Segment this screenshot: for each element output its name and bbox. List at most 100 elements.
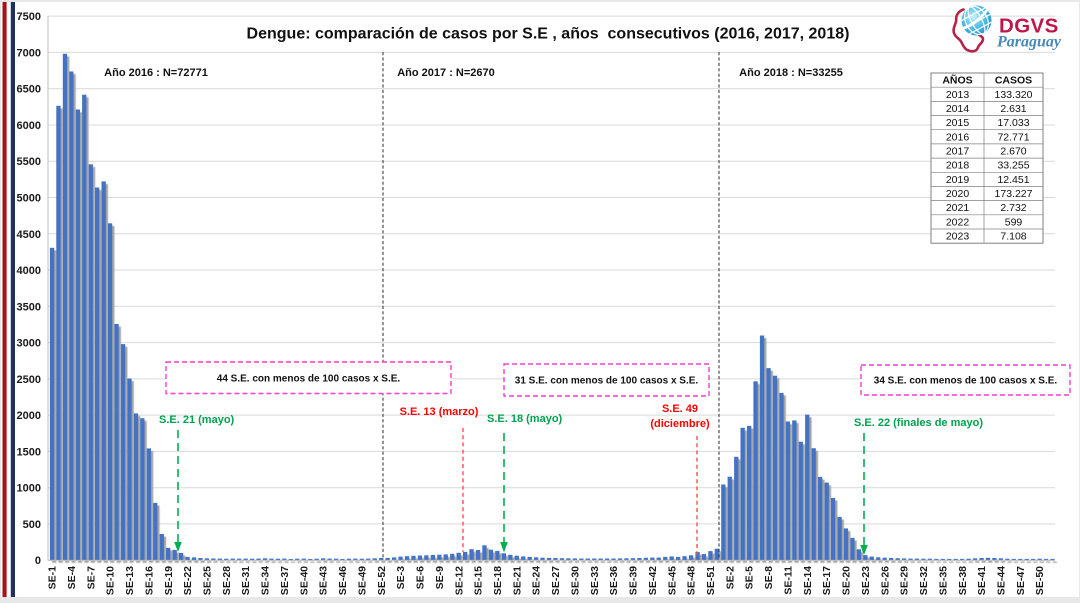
svg-text:SE-17: SE-17 — [821, 566, 833, 595]
svg-text:2000: 2000 — [17, 410, 41, 422]
svg-text:SE-28: SE-28 — [221, 566, 233, 595]
svg-text:SE-51: SE-51 — [705, 566, 717, 595]
svg-text:SE-41: SE-41 — [976, 566, 988, 595]
svg-text:173.227: 173.227 — [995, 188, 1033, 200]
svg-text:AÑOS: AÑOS — [942, 74, 972, 87]
svg-text:CASOS: CASOS — [995, 75, 1032, 87]
svg-text:2013: 2013 — [946, 89, 970, 101]
svg-text:SE-19: SE-19 — [163, 566, 175, 595]
svg-text:SE-16: SE-16 — [143, 566, 155, 595]
svg-text:SE-37: SE-37 — [279, 566, 291, 595]
svg-text:S.E. 49: S.E. 49 — [662, 403, 698, 415]
svg-text:(diciembre): (diciembre) — [650, 418, 710, 430]
svg-text:2017: 2017 — [946, 146, 970, 158]
svg-text:SE-34: SE-34 — [260, 566, 272, 595]
svg-text:2016: 2016 — [946, 131, 970, 143]
svg-text:0: 0 — [35, 555, 41, 567]
svg-text:SE-31: SE-31 — [240, 566, 252, 595]
svg-text:SE-32: SE-32 — [918, 566, 930, 595]
svg-text:SE-1: SE-1 — [47, 566, 59, 590]
svg-text:SE-35: SE-35 — [937, 566, 949, 595]
svg-text:SE-3: SE-3 — [395, 566, 407, 590]
svg-text:2.670: 2.670 — [1000, 146, 1026, 158]
svg-text:SE-13: SE-13 — [124, 566, 136, 595]
svg-text:DGVS: DGVS — [999, 15, 1059, 38]
svg-text:SE-46: SE-46 — [337, 566, 349, 595]
svg-text:SE-18: SE-18 — [492, 566, 504, 595]
svg-text:17.033: 17.033 — [997, 117, 1029, 129]
svg-text:7000: 7000 — [17, 47, 41, 59]
svg-text:2023: 2023 — [946, 231, 970, 243]
svg-text:33.255: 33.255 — [997, 160, 1029, 172]
svg-text:SE-39: SE-39 — [628, 566, 640, 595]
svg-text:4500: 4500 — [17, 229, 41, 241]
svg-text:SE-52: SE-52 — [376, 566, 388, 595]
svg-text:SE-23: SE-23 — [860, 566, 872, 595]
svg-text:SE-22: SE-22 — [182, 566, 194, 595]
svg-text:SE-21: SE-21 — [511, 566, 523, 595]
svg-text:SE-33: SE-33 — [589, 566, 601, 595]
svg-text:133.320: 133.320 — [995, 89, 1033, 101]
svg-text:SE-20: SE-20 — [841, 566, 853, 595]
svg-text:7.108: 7.108 — [1000, 231, 1026, 243]
svg-text:S.E. 18 (mayo): S.E. 18 (mayo) — [487, 413, 563, 425]
svg-text:34 S.E. con menos de 100 casos: 34 S.E. con menos de 100 casos x S.E. — [874, 376, 1058, 387]
svg-text:SE-45: SE-45 — [666, 566, 678, 595]
svg-text:SE-42: SE-42 — [647, 566, 659, 595]
svg-text:7500: 7500 — [17, 11, 41, 23]
svg-text:S.E. 21 (mayo): S.E. 21 (mayo) — [159, 414, 235, 426]
svg-text:SE-7: SE-7 — [85, 566, 97, 590]
svg-text:Año 2016 : N=72771: Año 2016 : N=72771 — [104, 67, 208, 79]
svg-text:6000: 6000 — [17, 120, 41, 132]
svg-text:SE-26: SE-26 — [879, 566, 891, 595]
svg-text:5500: 5500 — [17, 156, 41, 168]
svg-text:31 S.E. con menos de 100 casos: 31 S.E. con menos de 100 casos x S.E. — [515, 376, 699, 387]
svg-text:12.451: 12.451 — [997, 174, 1029, 186]
svg-text:S.E. 22 (finales de mayo): S.E. 22 (finales de mayo) — [854, 417, 983, 429]
svg-text:Paraguay: Paraguay — [996, 34, 1062, 51]
svg-text:SE-38: SE-38 — [957, 566, 969, 595]
svg-text:SE-9: SE-9 — [434, 566, 446, 590]
svg-text:5000: 5000 — [17, 193, 41, 205]
svg-text:6500: 6500 — [17, 84, 41, 96]
svg-text:SE-44: SE-44 — [996, 566, 1008, 595]
svg-text:2020: 2020 — [946, 188, 970, 200]
svg-text:S.E. 13 (marzo): S.E. 13 (marzo) — [400, 406, 479, 418]
svg-text:SE-29: SE-29 — [899, 566, 911, 595]
svg-text:SE-11: SE-11 — [783, 566, 795, 595]
svg-text:Año 2018 : N=33255: Año 2018 : N=33255 — [739, 67, 843, 79]
svg-text:2.732: 2.732 — [1000, 202, 1026, 214]
svg-text:SE-47: SE-47 — [1015, 566, 1027, 595]
svg-text:2.631: 2.631 — [1000, 103, 1026, 115]
svg-text:2018: 2018 — [946, 160, 970, 172]
svg-text:72.771: 72.771 — [997, 131, 1029, 143]
svg-text:2021: 2021 — [946, 202, 970, 214]
svg-text:SE-10: SE-10 — [105, 566, 117, 595]
svg-text:2019: 2019 — [946, 174, 970, 186]
svg-text:1000: 1000 — [17, 483, 41, 495]
svg-text:SE-50: SE-50 — [1034, 566, 1046, 595]
svg-text:44 S.E. con menos de 100 casos: 44 S.E. con menos de 100 casos x S.E. — [217, 374, 401, 385]
svg-text:500: 500 — [23, 519, 41, 531]
svg-text:SE-8: SE-8 — [763, 566, 775, 590]
svg-text:Año 2017 : N=2670: Año 2017 : N=2670 — [397, 67, 495, 79]
svg-text:SE-6: SE-6 — [415, 566, 427, 590]
svg-text:2015: 2015 — [946, 117, 970, 129]
svg-text:3500: 3500 — [17, 301, 41, 313]
svg-text:SE-27: SE-27 — [550, 566, 562, 595]
svg-text:SE-14: SE-14 — [802, 566, 814, 595]
svg-text:4000: 4000 — [17, 265, 41, 277]
svg-text:SE-48: SE-48 — [686, 566, 698, 595]
svg-text:SE-4: SE-4 — [66, 566, 78, 590]
svg-text:599: 599 — [1005, 216, 1023, 228]
svg-text:SE-15: SE-15 — [473, 566, 485, 595]
svg-text:SE-40: SE-40 — [298, 566, 310, 595]
svg-text:2500: 2500 — [17, 374, 41, 386]
svg-text:Dengue: comparación de casos p: Dengue: comparación de casos por S.E , a… — [247, 26, 850, 43]
svg-text:SE-2: SE-2 — [724, 566, 736, 590]
svg-text:SE-43: SE-43 — [318, 566, 330, 595]
svg-text:SE-25: SE-25 — [202, 566, 214, 595]
svg-text:SE-5: SE-5 — [744, 566, 756, 590]
svg-text:SE-49: SE-49 — [356, 566, 368, 595]
svg-text:SE-12: SE-12 — [453, 566, 465, 595]
